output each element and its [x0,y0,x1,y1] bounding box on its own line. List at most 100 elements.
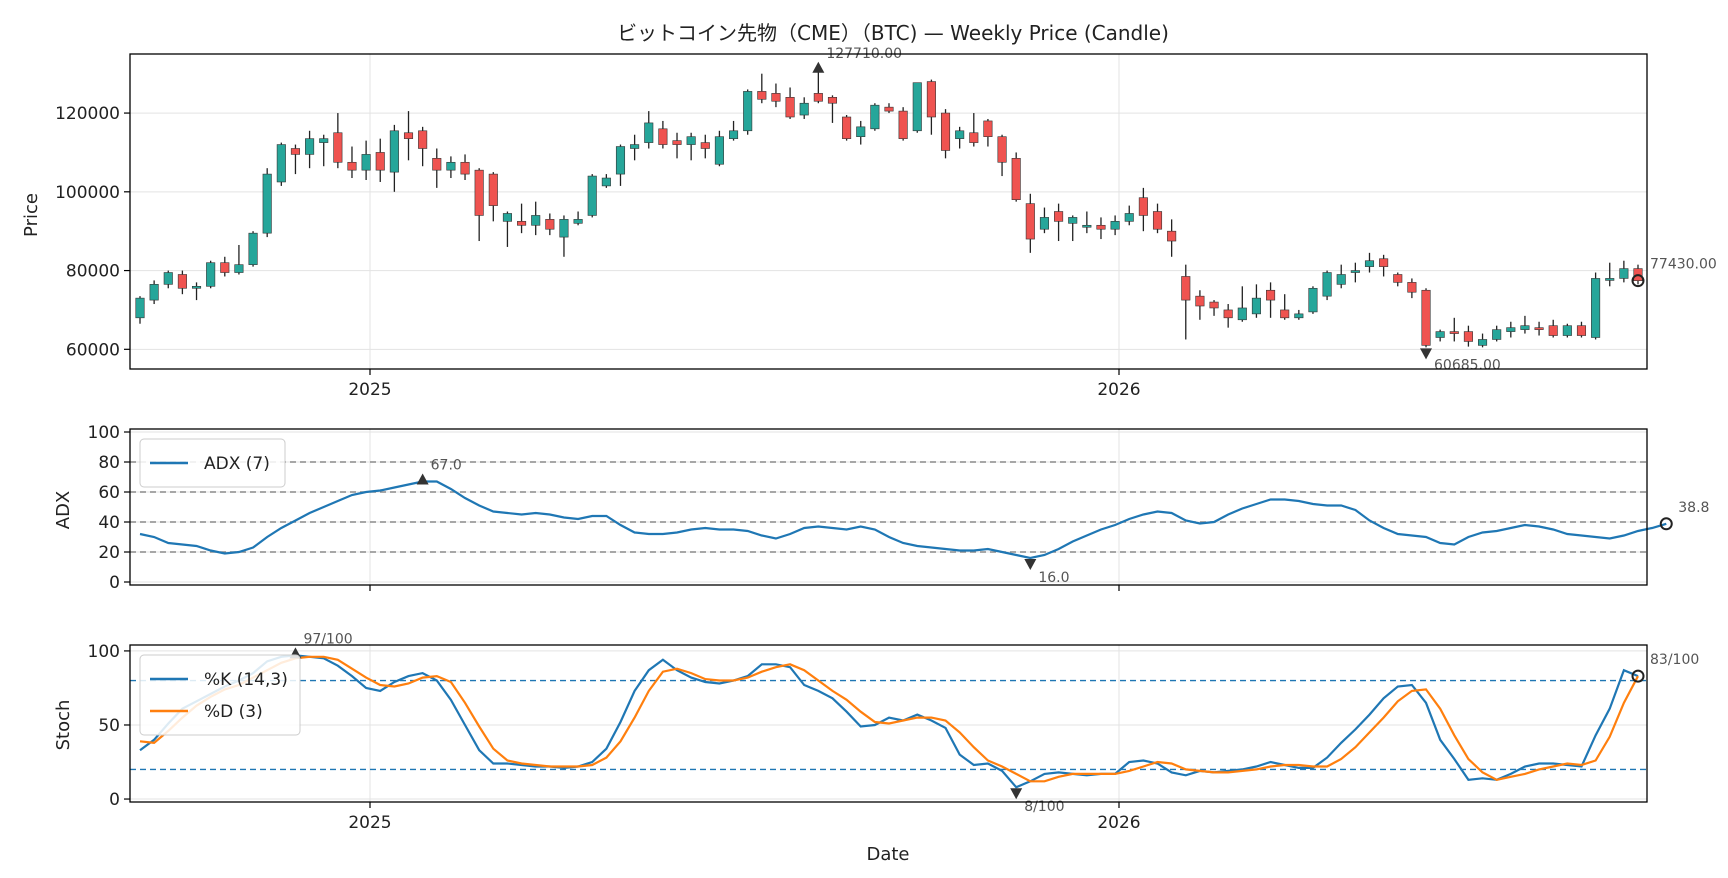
candle-body [940,112,951,151]
candle-body [743,91,753,132]
y-tick-label: 0 [109,573,120,593]
candle-body [389,130,399,173]
candle-body [587,175,597,216]
legend-label: %D (3) [204,702,263,722]
chart-title: ビットコイン先物（CME）（BTC) — Weekly Price (Candl… [617,21,1169,45]
stoch-reference-lines [130,679,1647,771]
price-candles [135,69,1643,348]
high-label: 97/100 [303,631,352,647]
candle-body [502,213,512,222]
candle-body [347,161,357,171]
y-tick-label: 80 [98,453,120,473]
candle-body [1379,258,1389,267]
candle-body [729,130,739,139]
last-label: 83/100 [1650,652,1699,668]
candle-body [799,102,809,116]
candle-body [1393,274,1403,283]
x-tick-label: 2025 [348,380,391,400]
candle-body [884,106,894,112]
candle-body [1209,301,1219,309]
candle-body [135,297,145,319]
x-tick-label: 2026 [1097,813,1140,833]
adx-lines [139,480,1667,560]
candle-body [474,169,484,216]
candle-body [1308,287,1318,313]
candle-body [1096,224,1106,230]
candle-body [686,136,696,145]
price-panel-grid [130,54,1647,369]
candle-body [1237,307,1247,321]
candle-body [1506,327,1516,332]
candle-body [1562,325,1572,336]
candle-body [672,140,682,145]
candle-body [1223,309,1233,319]
candle-body [262,173,272,234]
adx-y-ticks: 0 20 40 60 80 100 [88,423,130,593]
series-line [139,480,1667,560]
price-y-ticks: 60000 80000 100000 120000 [55,104,130,360]
y-tick-label: 100000 [55,183,120,203]
high-marker [812,61,825,73]
candle-body [1011,158,1021,200]
candle-body [955,130,965,139]
candle-body [1124,213,1134,222]
candle-body [531,215,541,226]
series-line [139,654,1639,789]
candle-body [842,116,852,139]
candle-body [1463,331,1473,342]
x-tick-label: 2026 [1097,380,1140,400]
low-label: 16.0 [1038,570,1069,586]
candle-body [1576,325,1587,336]
candle-body [1181,276,1191,301]
candle-body [1449,331,1459,334]
candle-body [333,132,343,163]
legend-label: %K (14,3) [204,670,288,690]
candle-body [460,161,470,175]
candle-body [1534,327,1544,330]
candle-body [1407,282,1417,293]
candle-body [361,154,371,171]
y-tick-label: 0 [109,790,120,810]
x-tick-label: 2025 [348,813,391,833]
candle-body [898,110,908,139]
candle-body [1167,230,1177,242]
candle-body [319,138,329,143]
stoch-annotations: 97/100 8/100 83/100 [289,631,1699,815]
y-tick-label: 60 [98,483,120,503]
candle-body [220,262,230,273]
candle-body [375,152,385,171]
candle-body [714,136,724,165]
candle-body [446,161,456,171]
adx-annotations: 67.0 16.0 38.8 [416,458,1709,586]
candle-body [1478,339,1488,346]
candle-body [1619,268,1629,279]
candle-body [234,264,244,273]
candle-body [1435,331,1445,338]
candle-body [305,138,315,155]
low-label: 8/100 [1024,799,1064,815]
candle-body [912,82,922,132]
candle-body [870,104,880,130]
candle-body [926,81,936,118]
candle-body [658,128,668,145]
candle-body [163,272,173,285]
candle-body [559,219,569,238]
candle-body [432,158,442,171]
adx-panel-frame [129,428,1648,586]
candle-body [290,148,300,155]
adx-reference-lines [130,461,1647,553]
candle-body [191,286,202,289]
candle-body [545,219,555,230]
candle-body [700,142,710,149]
x-axis-label: Date [866,844,909,865]
candle-body [969,132,979,143]
candle-body [771,93,781,102]
low-marker [1024,559,1037,570]
low-marker [1420,348,1433,360]
price-y-label: Price [21,193,42,237]
stoch-panel-grid [130,645,1647,802]
y-tick-label: 40 [98,513,120,533]
candle-body [418,130,428,149]
adx-x-ticks [369,585,1120,591]
